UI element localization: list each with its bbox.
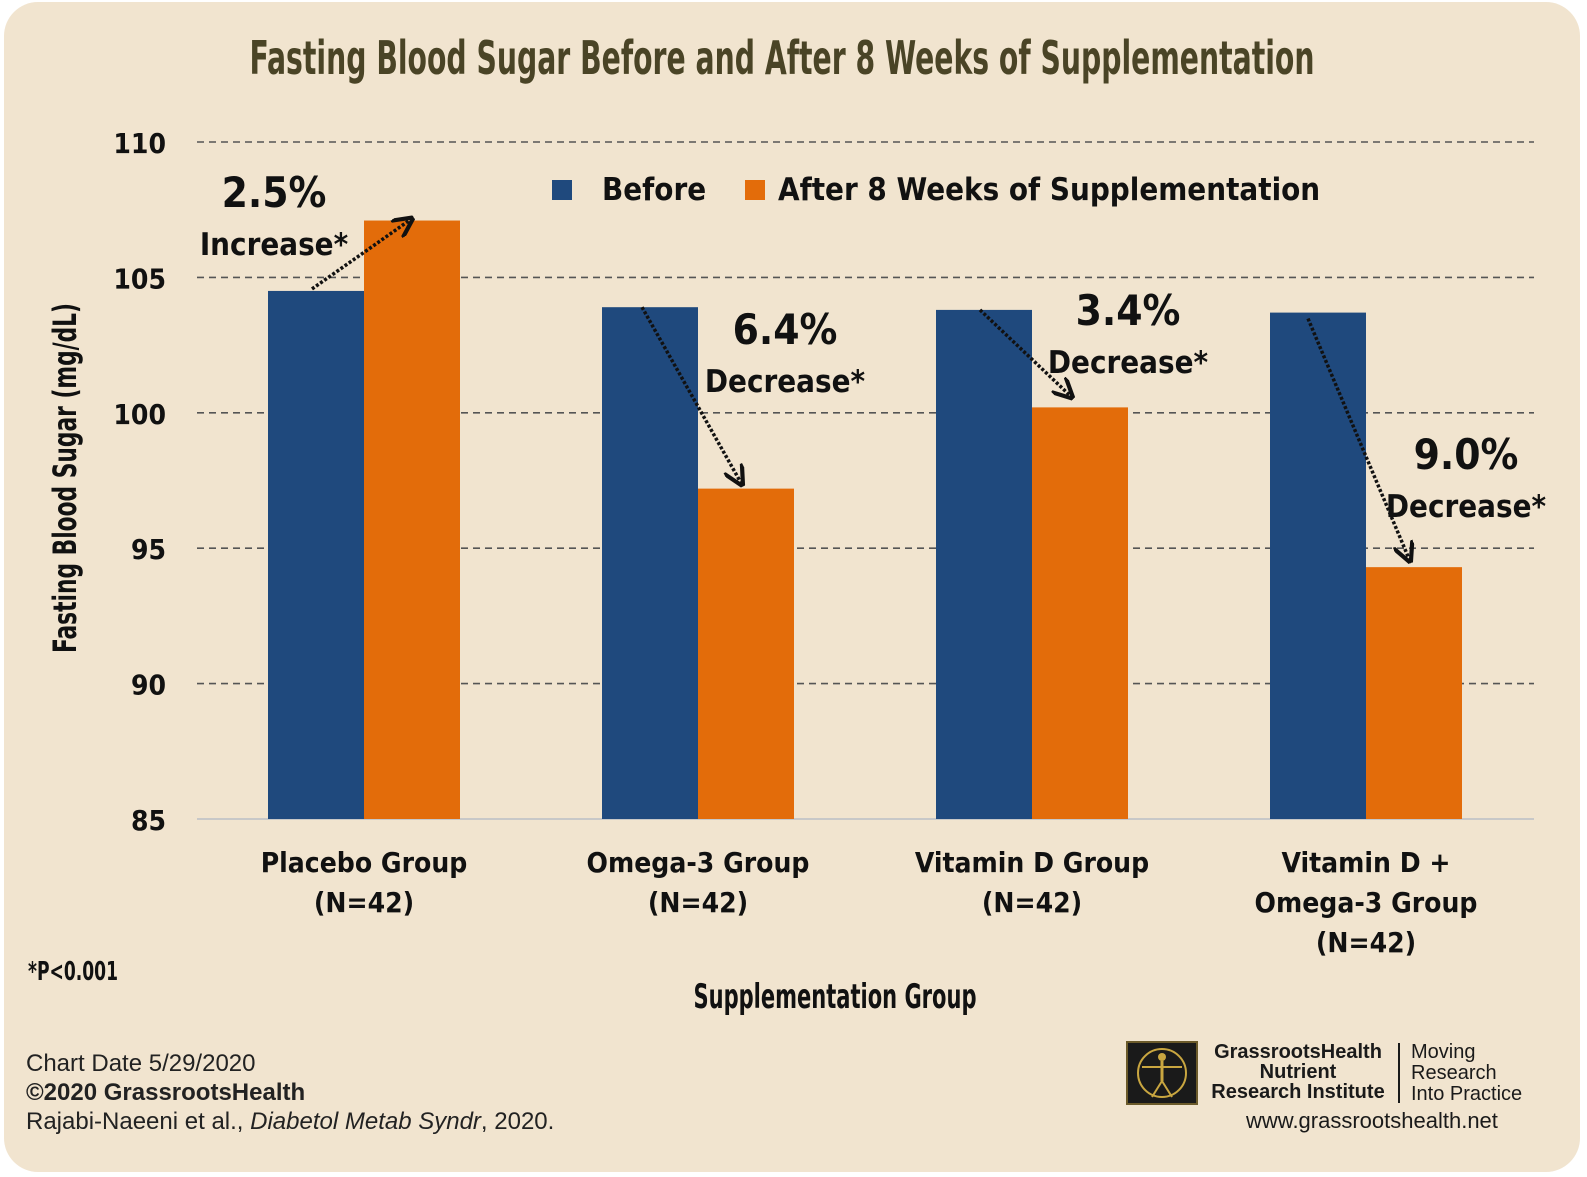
chart-footer: Chart Date 5/29/2020 ©2020 GrassrootsHea… — [26, 1049, 554, 1136]
chart-title: Fasting Blood Sugar Before and After 8 W… — [250, 31, 1315, 85]
vitruvian-logo — [1126, 1041, 1198, 1105]
bar-before-2 — [602, 307, 698, 819]
logo-line-3: Research Institute — [1211, 1081, 1385, 1103]
x-tick-label: Vitamin D Group — [915, 846, 1149, 879]
logo-divider — [1398, 1043, 1400, 1103]
y-tick-label: 85 — [131, 804, 166, 837]
citation-year: , 2020. — [480, 1108, 555, 1135]
logo-tag-3: Into Practice — [1411, 1083, 1523, 1105]
bar-after-4 — [1366, 567, 1462, 819]
bar-after-3 — [1032, 407, 1128, 819]
change-percent-4: 9.0% — [1414, 430, 1519, 479]
x-tick-label: (N=42) — [314, 886, 414, 919]
copyright: ©2020 GrassrootsHealth — [26, 1079, 306, 1106]
change-arrow-3 — [978, 308, 1072, 397]
legend-label-1: Before — [602, 172, 706, 208]
bar-after-1 — [364, 220, 460, 820]
x-tick-label: Placebo Group — [261, 846, 468, 879]
x-tick-label: (N=42) — [982, 886, 1082, 919]
logo-tag-2: Research — [1411, 1062, 1497, 1084]
change-percent-2: 6.4% — [733, 305, 838, 354]
logo-name: GrassrootsHealth Nutrient Research Insti… — [1200, 1042, 1396, 1102]
legend: Before After 8 Weeks of Supplementation — [552, 172, 1320, 208]
x-tick-label: Vitamin D + — [1281, 846, 1450, 879]
chart-date: Chart Date 5/29/2020 — [26, 1050, 256, 1077]
citation: Rajabi-Naeeni et al., Diabetol Metab Syn… — [26, 1107, 554, 1136]
y-tick-label: 90 — [131, 669, 166, 702]
change-label-1: Increase* — [200, 227, 349, 263]
citation-authors: Rajabi-Naeeni et al., — [26, 1108, 251, 1135]
x-axis-title: Supplementation Group — [694, 977, 977, 1017]
bar-after-2 — [698, 488, 794, 819]
bars — [268, 220, 1462, 820]
y-axis-title: Fasting Blood Sugar (mg/dL) — [46, 303, 84, 653]
change-label-3: Decrease* — [1048, 345, 1209, 381]
change-arrow-1 — [310, 219, 412, 291]
change-arrows — [310, 219, 1410, 562]
vitruvian-figure-icon — [1137, 1048, 1187, 1098]
significance-footnote: *P<0.001 — [28, 957, 118, 987]
change-label-2: Decrease* — [705, 364, 866, 400]
bar-before-3 — [936, 309, 1032, 819]
change-percent-1: 2.5% — [222, 168, 327, 217]
x-tick-label: (N=42) — [1316, 926, 1416, 959]
legend-swatch-2 — [745, 180, 765, 200]
x-axis-category-labels: Placebo Group (N=42) Omega-3 Group (N=42) Vi… — [261, 846, 1478, 959]
x-tick-label: Omega-3 Group — [1255, 886, 1478, 919]
bar-before-4 — [1270, 312, 1366, 819]
legend-swatch-1 — [552, 180, 572, 200]
logo-tagline: Moving Research Into Practice — [1411, 1042, 1522, 1105]
change-label-4: Decrease* — [1386, 489, 1547, 525]
change-annotations: 2.5% Increase* 6.4% Decrease* 3.4% Decrease* 9… — [200, 168, 1547, 525]
x-tick-label: (N=42) — [648, 886, 748, 919]
x-tick-label: Omega-3 Group — [587, 846, 810, 879]
bar-before-1 — [268, 290, 364, 819]
y-tick-label: 95 — [131, 533, 166, 566]
change-percent-3: 3.4% — [1076, 286, 1181, 335]
website-link[interactable]: www.grassrootshealth.net — [1246, 1108, 1498, 1133]
citation-journal: Diabetol Metab Syndr — [250, 1108, 481, 1135]
y-tick-label: 105 — [113, 262, 166, 295]
logo-tag-1: Moving — [1411, 1041, 1476, 1063]
logo-line-2: Nutrient — [1259, 1061, 1337, 1083]
y-tick-label: 110 — [113, 127, 166, 160]
y-tick-label: 100 — [113, 398, 166, 431]
logo-line-1: GrassrootsHealth — [1214, 1041, 1382, 1063]
change-arrow-4 — [1306, 317, 1410, 562]
legend-label-2: After 8 Weeks of Supplementation — [778, 172, 1320, 208]
change-arrow-2 — [640, 306, 742, 484]
